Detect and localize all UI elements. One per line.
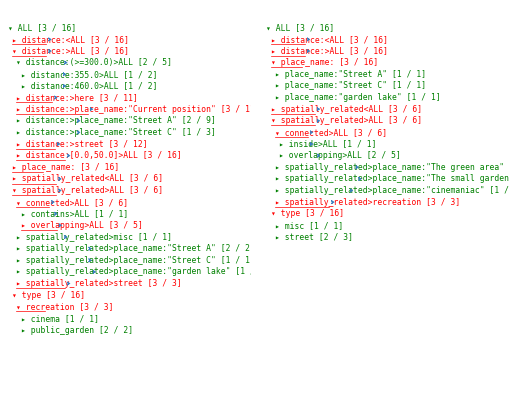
Text: ▸ distance:[0.0,50.0]>ALL [3 / 16]: ▸ distance:[0.0,50.0]>ALL [3 / 16] xyxy=(16,151,182,160)
Text: ▸ distance:>place_name:"Street A" [2 / 9]: ▸ distance:>place_name:"Street A" [2 / 9… xyxy=(16,116,216,126)
Text: ▸ place_name:"Street A" [1 / 1]: ▸ place_name:"Street A" [1 / 1] xyxy=(275,70,426,79)
Text: ▸ spatially_related<ALL [3 / 6]: ▸ spatially_related<ALL [3 / 6] xyxy=(12,174,163,184)
Text: ▸ contains>ALL [1 / 1]: ▸ contains>ALL [1 / 1] xyxy=(21,209,128,218)
Text: ▸ distance:>place_name:"Street C" [1 / 3]: ▸ distance:>place_name:"Street C" [1 / 3… xyxy=(16,128,216,137)
Text: ▾ place_name: [3 / 16]: ▾ place_name: [3 / 16] xyxy=(270,58,378,67)
Text: ▸ misc [1 / 1]: ▸ misc [1 / 1] xyxy=(275,221,343,230)
Text: ▸ spatially_related>street [3 / 3]: ▸ spatially_related>street [3 / 3] xyxy=(16,279,182,288)
Text: ▸ cinema [1 / 1]: ▸ cinema [1 / 1] xyxy=(21,314,99,323)
Text: ▾ distance:(>=300.0)>ALL [2 / 5]: ▾ distance:(>=300.0)>ALL [2 / 5] xyxy=(16,58,173,67)
Text: ▾ type [3 / 16]: ▾ type [3 / 16] xyxy=(12,291,85,300)
Text: ▸ spatially_related>place_name:"garden lake" [1 / 1]: ▸ spatially_related>place_name:"garden l… xyxy=(16,267,270,276)
Text: ▾ connected>ALL [3 / 6]: ▾ connected>ALL [3 / 6] xyxy=(16,198,129,207)
Text: ▸ spatially_related>place_name:"The small garden" [1 / 1]: ▸ spatially_related>place_name:"The smal… xyxy=(275,174,515,184)
Text: ▾ ALL [3 / 16]: ▾ ALL [3 / 16] xyxy=(266,23,334,32)
Text: ▾ type [3 / 16]: ▾ type [3 / 16] xyxy=(270,209,344,218)
Text: ▸ place_name:"garden lake" [1 / 1]: ▸ place_name:"garden lake" [1 / 1] xyxy=(275,93,441,102)
Text: ▸ place_name:"Street C" [1 / 1]: ▸ place_name:"Street C" [1 / 1] xyxy=(275,81,426,91)
Text: ▸ distance:>ALL [3 / 16]: ▸ distance:>ALL [3 / 16] xyxy=(270,47,388,56)
Text: ▸ distance:>place_name:"Current position" [3 / 11]: ▸ distance:>place_name:"Current position… xyxy=(16,105,260,114)
Text: ▸ inside>ALL [1 / 1]: ▸ inside>ALL [1 / 1] xyxy=(280,140,377,149)
Text: ▸ distance:>street [3 / 12]: ▸ distance:>street [3 / 12] xyxy=(16,140,148,149)
Text: ▸ street [2 / 3]: ▸ street [2 / 3] xyxy=(275,233,353,241)
Text: ▸ public_garden [2 / 2]: ▸ public_garden [2 / 2] xyxy=(21,326,133,334)
Text: ▸ distance:460.0>ALL [1 / 2]: ▸ distance:460.0>ALL [1 / 2] xyxy=(21,81,158,91)
Text: ▸ spatially_related>place_name:"Street A" [2 / 2]: ▸ spatially_related>place_name:"Street A… xyxy=(16,244,255,253)
Text: ▸ spatially_related>misc [1 / 1]: ▸ spatially_related>misc [1 / 1] xyxy=(16,233,173,241)
Text: ▸ overlapping>ALL [2 / 5]: ▸ overlapping>ALL [2 / 5] xyxy=(280,151,401,160)
Text: ▸ spatially_related<ALL [3 / 6]: ▸ spatially_related<ALL [3 / 6] xyxy=(270,105,422,114)
Text: ▸ spatially_related>place_name:"cinemaniac" [1 / 1]: ▸ spatially_related>place_name:"cinemani… xyxy=(275,186,515,195)
Text: ▾ spatially_related>ALL [3 / 6]: ▾ spatially_related>ALL [3 / 6] xyxy=(12,186,163,195)
Text: ▾ distance:>ALL [3 / 16]: ▾ distance:>ALL [3 / 16] xyxy=(12,47,129,56)
Text: ▸ overlapping>ALL [3 / 5]: ▸ overlapping>ALL [3 / 5] xyxy=(21,221,143,230)
Text: ▸ distance:355.0>ALL [1 / 2]: ▸ distance:355.0>ALL [1 / 2] xyxy=(21,70,158,79)
Text: ▸ distance:>here [3 / 11]: ▸ distance:>here [3 / 11] xyxy=(16,93,139,102)
Text: ▸ spatially_related>recreation [3 / 3]: ▸ spatially_related>recreation [3 / 3] xyxy=(275,198,460,207)
Text: ▾ spatially_related>ALL [3 / 6]: ▾ spatially_related>ALL [3 / 6] xyxy=(270,116,422,126)
Text: ▸ place_name: [3 / 16]: ▸ place_name: [3 / 16] xyxy=(12,163,119,172)
Text: ▾ connected>ALL [3 / 6]: ▾ connected>ALL [3 / 6] xyxy=(275,128,387,137)
Text: ▸ distance:<ALL [3 / 16]: ▸ distance:<ALL [3 / 16] xyxy=(270,35,388,44)
Text: ▸ distance:<ALL [3 / 16]: ▸ distance:<ALL [3 / 16] xyxy=(12,35,129,44)
Text: ▾ recreation [3 / 3]: ▾ recreation [3 / 3] xyxy=(16,302,114,311)
Text: ▾ ALL [3 / 16]: ▾ ALL [3 / 16] xyxy=(8,23,76,32)
Text: ▸ spatially_related>place_name:"Street C" [1 / 1]: ▸ spatially_related>place_name:"Street C… xyxy=(16,256,255,265)
Text: ▸ spatially_related>place_name:"The green area" [2 / 2]: ▸ spatially_related>place_name:"The gree… xyxy=(275,163,515,172)
